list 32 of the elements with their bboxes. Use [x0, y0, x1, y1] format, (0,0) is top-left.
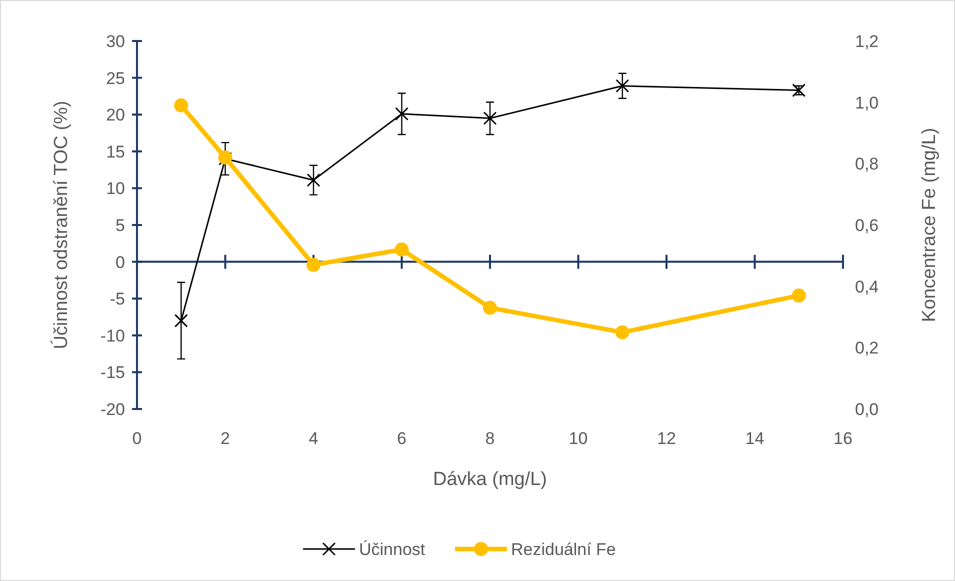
y2-tick-label: 0,6: [855, 216, 879, 235]
y-tick-label: 5: [116, 216, 125, 235]
y2-tick-label: 1,2: [855, 32, 879, 51]
x-tick-label: 2: [220, 429, 230, 448]
x-tick-label: 14: [745, 429, 764, 448]
legend-label: Reziduální Fe: [511, 540, 616, 559]
y-tick-label: 25: [106, 68, 125, 88]
y-tick-label: 20: [106, 106, 125, 125]
x-tick-label: 6: [397, 429, 406, 448]
y2-axis-title: Koncentrace Fe (mg/L): [919, 128, 940, 322]
y-tick-label: -20: [100, 400, 125, 419]
x-axis-title: Dávka (mg/L): [432, 469, 548, 490]
y-tick-label: -5: [110, 290, 125, 309]
y2-tick-label: 0,0: [855, 400, 879, 419]
legend-label: Účinnost: [359, 540, 426, 559]
x-tick-label: 16: [834, 429, 852, 448]
y-tick-label: -10: [100, 326, 125, 346]
y-tick-label: -15: [100, 363, 125, 382]
x-tick-label: 12: [657, 429, 676, 448]
y-tick-label: 15: [106, 142, 125, 162]
y2-tick-label: 0,4: [855, 277, 879, 296]
x-tick-label: 8: [485, 429, 495, 448]
y2-tick-label: 0,2: [855, 338, 879, 358]
x-tick-label: 0: [132, 429, 142, 448]
y-tick-label: 0: [116, 252, 125, 272]
y-tick-label: 10: [106, 179, 125, 198]
y2-tick-label: 1,0: [855, 93, 879, 112]
x-tick-label: 10: [568, 429, 588, 448]
y-tick-label: 30: [106, 32, 125, 51]
x-tick-label: 4: [308, 429, 318, 448]
y-axis-title: Účinnost odstranění TOC (%): [50, 100, 72, 350]
y2-tick-label: 0,8: [855, 154, 879, 174]
